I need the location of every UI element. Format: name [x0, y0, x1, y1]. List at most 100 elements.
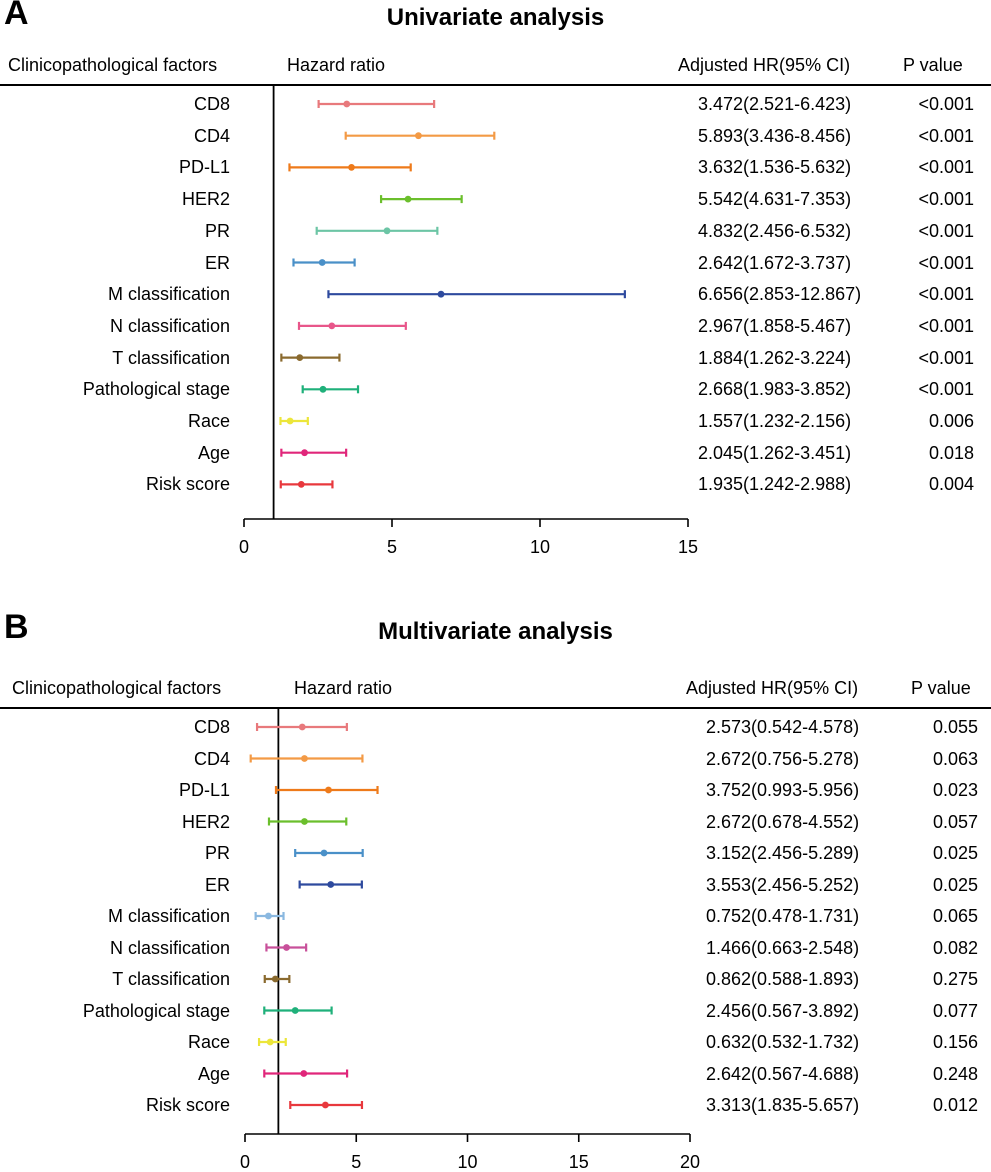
- hr-ci-value: 3.752(0.993-5.956): [706, 780, 860, 800]
- hr-point: [383, 227, 391, 235]
- factor-label: PR: [204, 220, 230, 241]
- factor-label: CD4: [193, 748, 230, 769]
- hr-ci-value: 1.557(1.232-2.156): [698, 411, 852, 431]
- x-tick-label: 20: [680, 1152, 700, 1172]
- hr-ci-value: 1.935(1.242-2.988): [698, 474, 852, 495]
- p-value: <0.001: [918, 284, 974, 305]
- p-value: 0.023: [932, 780, 978, 800]
- hr-ci-value: 3.313(1.835-5.657): [706, 1095, 860, 1115]
- factor-label: Race: [187, 411, 230, 431]
- p-value: 0.025: [932, 843, 978, 863]
- factor-label: Race: [187, 1032, 230, 1052]
- hr-ci-value: 0.752(0.478-1.731): [706, 906, 860, 926]
- hr-point: [343, 100, 351, 108]
- factor-label: PD-L1: [178, 780, 230, 800]
- hr-ci-value: 2.642(0.567-4.688): [706, 1063, 860, 1084]
- p-value: 0.004: [928, 474, 974, 495]
- x-tick-label: 10: [530, 537, 550, 557]
- hr-point: [266, 1038, 274, 1046]
- hazard-ratio-header: Hazard ratio: [287, 55, 386, 75]
- p-value: 0.006: [928, 411, 974, 431]
- p-value: <0.001: [918, 157, 974, 178]
- hr-point: [320, 849, 328, 857]
- hr-ci-value: 2.642(1.672-3.737): [698, 252, 852, 273]
- hr-ci-value: 2.573(0.542-4.578): [706, 717, 860, 737]
- p-value: 0.065: [932, 906, 978, 926]
- hr-point: [301, 755, 308, 762]
- factor-label: CD4: [193, 125, 230, 146]
- x-tick-label: 5: [351, 1152, 361, 1172]
- hr-ci-value: 2.672(0.756-5.278): [706, 748, 860, 769]
- forest-plot-svg: 0 5 10 15: [239, 86, 698, 557]
- forest-plot-svg: 0 5 10 15 20: [240, 709, 700, 1172]
- factor-label: T classification: [112, 347, 230, 368]
- hr-ci-value: 1.466(0.663-2.548): [706, 937, 860, 958]
- p-value: <0.001: [918, 252, 974, 273]
- hr-ci-header: Adjusted HR(95% CI): [686, 678, 859, 698]
- hr-ci-value: 2.967(1.858-5.467): [698, 315, 852, 336]
- x-tick-label: 15: [678, 537, 698, 557]
- hr-ci-value: 6.656(2.853-12.867): [698, 284, 862, 305]
- factor-label: Age: [197, 442, 230, 463]
- factor-label: Pathological stage: [82, 1000, 230, 1021]
- p-value: 0.057: [932, 811, 978, 832]
- factor-label: ER: [204, 252, 230, 273]
- hr-ci-header: Adjusted HR(95% CI): [678, 55, 851, 75]
- factor-label: HER2: [181, 811, 230, 832]
- hr-ci-value: 5.542(4.631-7.353): [698, 189, 852, 210]
- hr-point: [297, 481, 305, 488]
- hr-ci-value: 2.456(0.567-3.892): [706, 1000, 860, 1021]
- p-value: 0.077: [932, 1000, 978, 1021]
- hr-ci-value: 3.472(2.521-6.423): [698, 94, 852, 114]
- hr-ci-value: 2.668(1.983-3.852): [698, 379, 852, 400]
- hr-ci-value: 0.862(0.588-1.893): [706, 969, 860, 989]
- hr-point: [286, 417, 294, 425]
- factor-label: Pathological stage: [82, 379, 230, 400]
- hr-point: [327, 881, 335, 888]
- forest-plot-multivariate: B Multivariate analysis Clinicopathologi…: [0, 608, 991, 1172]
- factor-label: HER2: [181, 189, 230, 210]
- hr-point: [291, 1007, 299, 1014]
- chart-title: Multivariate analysis: [378, 618, 613, 645]
- factors-header: Clinicopathological factors: [8, 55, 218, 75]
- hr-ci-value: 2.045(1.262-3.451): [698, 442, 852, 463]
- hr-ci-value: 1.884(1.262-3.224): [698, 347, 852, 368]
- factor-label: M classification: [107, 906, 230, 926]
- factors-header: Clinicopathological factors: [12, 678, 222, 698]
- hr-point: [301, 449, 308, 457]
- factor-label: N classification: [109, 315, 230, 336]
- panel-label: B: [4, 608, 29, 646]
- x-tick-label: 0: [240, 1152, 250, 1172]
- hr-ci-value: 0.632(0.532-1.732): [706, 1032, 860, 1052]
- hr-point: [283, 944, 290, 951]
- p-value: <0.001: [918, 125, 974, 146]
- x-tick-label: 5: [387, 537, 397, 557]
- p-value: <0.001: [918, 189, 974, 210]
- hr-point: [404, 195, 412, 203]
- x-tick-label: 0: [239, 537, 249, 557]
- p-value: 0.082: [932, 937, 978, 958]
- factor-label: CD8: [193, 717, 230, 737]
- p-value: <0.001: [918, 220, 974, 241]
- hr-point: [296, 354, 304, 361]
- p-value: 0.248: [932, 1063, 978, 1084]
- p-value: 0.275: [932, 969, 978, 989]
- p-value: <0.001: [918, 379, 974, 400]
- factor-label: M classification: [107, 284, 230, 305]
- header-divider: [0, 84, 991, 86]
- factor-label: T classification: [112, 969, 230, 989]
- factor-label: Age: [197, 1063, 230, 1084]
- factor-label: CD8: [193, 94, 230, 114]
- factor-label: Risk score: [145, 1095, 230, 1115]
- hr-point: [437, 290, 445, 298]
- forest-plot-univariate: A Univariate analysis Clinicopathologica…: [0, 0, 991, 557]
- p-value: 0.156: [932, 1032, 978, 1052]
- factor-label: Risk score: [145, 474, 230, 495]
- panel-label: A: [4, 0, 29, 32]
- p-value-header: P value: [903, 55, 963, 75]
- hr-point: [318, 259, 326, 266]
- hr-point: [298, 723, 306, 731]
- hr-point: [328, 322, 336, 330]
- p-value-header: P value: [911, 678, 971, 698]
- p-value: 0.018: [928, 442, 974, 463]
